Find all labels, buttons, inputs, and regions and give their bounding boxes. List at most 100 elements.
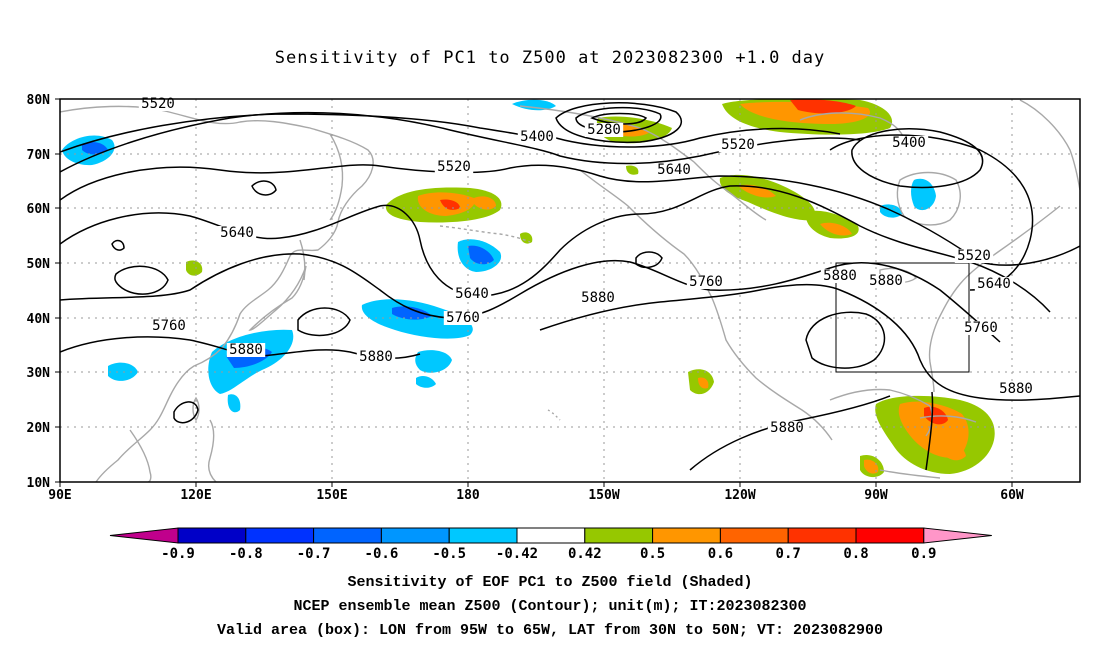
contour-5400-east [851, 128, 984, 189]
contour-label-bg [584, 123, 624, 137]
lon-tick-label: 90E [48, 488, 71, 503]
contour-label-bg [434, 160, 474, 174]
colorbar-label: 0.7 [776, 546, 801, 562]
lat-tick-label: 60N [27, 202, 51, 217]
contour-label-bg [866, 274, 906, 288]
colorbar-label: -0.7 [297, 546, 331, 562]
greenland-coast [1019, 99, 1080, 191]
colorbar-label: 0.9 [911, 546, 936, 562]
lon-tick-label: 120E [180, 488, 211, 503]
contour-5640-small2 [635, 251, 663, 269]
lat-tick-label: 80N [27, 93, 51, 108]
colorbar-segment [787, 527, 857, 544]
lat-tick-label: 30N [27, 366, 51, 381]
japan-coast [248, 265, 307, 331]
contour-5760-lowloop [114, 265, 169, 295]
coastlines [60, 99, 1080, 482]
contour-label: 5400 [892, 135, 926, 151]
lat-axis: 80N 70N 60N 50N 40N 30N 20N 10N [27, 93, 60, 491]
colorbar-segment [855, 527, 925, 544]
lat-tick-label: 70N [27, 148, 51, 163]
map-title: Sensitivity of PC1 to Z500 at 2023082300… [274, 48, 826, 68]
lon-tick-label: 60W [1000, 488, 1024, 503]
contour-label-bg [149, 319, 189, 333]
indochina-coast [129, 429, 152, 482]
contour-label-group: 5520 5400 5280 5520 5400 5520 5640 5640 5520 5760… [138, 96, 1036, 436]
central-america-coast [879, 469, 941, 479]
contour-label-bg [954, 249, 994, 263]
colorbar-segment [245, 527, 315, 544]
contour-label: 5640 [977, 276, 1011, 292]
contour-label: 5640 [455, 286, 489, 302]
contour-label-bg [718, 138, 758, 152]
philippines-coast [207, 419, 217, 482]
contour-5640-east-loop [829, 134, 1034, 291]
colorbar-segment [380, 527, 450, 544]
contour-5520-main [60, 164, 1080, 266]
contour-label-bg [138, 97, 178, 111]
contour-label-bg [443, 311, 483, 325]
contour-label: 5640 [220, 225, 254, 241]
contour-label: 5760 [689, 274, 723, 290]
contour-label: 5880 [581, 290, 615, 306]
contour-label: 5880 [823, 268, 857, 284]
contour-label: 5760 [152, 318, 186, 334]
colorbar-label: 0.8 [843, 546, 868, 562]
contour-label: 5880 [999, 381, 1033, 397]
north-america-west-coast [579, 169, 833, 441]
aleutian-islands [439, 225, 531, 243]
contour-5280 [555, 102, 682, 144]
colorbar-label: 0.5 [640, 546, 665, 562]
contour-label: 5520 [437, 159, 471, 175]
colorbar-label: 0.42 [568, 546, 602, 562]
contour-5880-loop [297, 307, 351, 337]
contour-5400-west [60, 113, 841, 153]
contour-label-bg [974, 277, 1014, 291]
footer-line-2: NCEP ensemble mean Z500 (Contour); unit(… [293, 598, 807, 615]
colorbar-left-arrow [109, 527, 179, 544]
colorbar-label: -0.42 [496, 546, 538, 562]
hudson-bay [896, 171, 961, 226]
asia-coast [60, 105, 374, 482]
kamchatka-coast [329, 133, 344, 221]
colorbar-segment [652, 527, 721, 544]
colorbar-label: -0.8 [229, 546, 263, 562]
lon-tick-label: 90W [864, 488, 888, 503]
lon-tick-label: 150E [316, 488, 347, 503]
lat-tick-label: 20N [27, 421, 51, 436]
cuba-coast [919, 415, 977, 423]
colorbar-segment [584, 527, 654, 544]
lon-tick-label: 120W [724, 488, 755, 503]
contour-5640-small [111, 239, 125, 251]
contour-label-bg [889, 136, 929, 150]
contour-label-bg [654, 163, 694, 177]
contour-label: 5760 [964, 320, 998, 336]
colorbar-segment [719, 527, 789, 544]
taiwan-coast [192, 396, 200, 422]
colorbar-right-arrow [923, 527, 992, 544]
contour-cyclone-1 [173, 401, 199, 424]
contour-label-bg [686, 275, 726, 289]
footer-line-1: Sensitivity of EOF PC1 to Z500 field (Sh… [347, 574, 753, 591]
contour-label-bg [961, 321, 1001, 335]
shaded-sensitivity [62, 99, 995, 478]
colorbar-segment [516, 527, 586, 544]
contour-label-bg [226, 343, 266, 357]
contour-label-bg [356, 350, 396, 364]
map-frame [59, 98, 1081, 483]
north-america-east-coast [928, 205, 1061, 393]
footer-line-3: Valid area (box): LON from 95W to 65W, L… [216, 622, 884, 639]
colorbar-label: -0.9 [161, 546, 195, 562]
contour-cyclone-2 [925, 391, 934, 471]
z500-contours [60, 102, 1080, 471]
valid-area-box [835, 262, 970, 373]
hawaii [547, 409, 561, 421]
contour-label-bg [767, 421, 807, 435]
contour-5280-core [590, 112, 648, 125]
lat-tick-label: 10N [27, 476, 51, 491]
contour-label-bg [217, 226, 257, 240]
contour-label-bg [996, 382, 1036, 396]
contour-label: 5880 [229, 342, 263, 358]
contour-label: 5760 [446, 310, 480, 326]
